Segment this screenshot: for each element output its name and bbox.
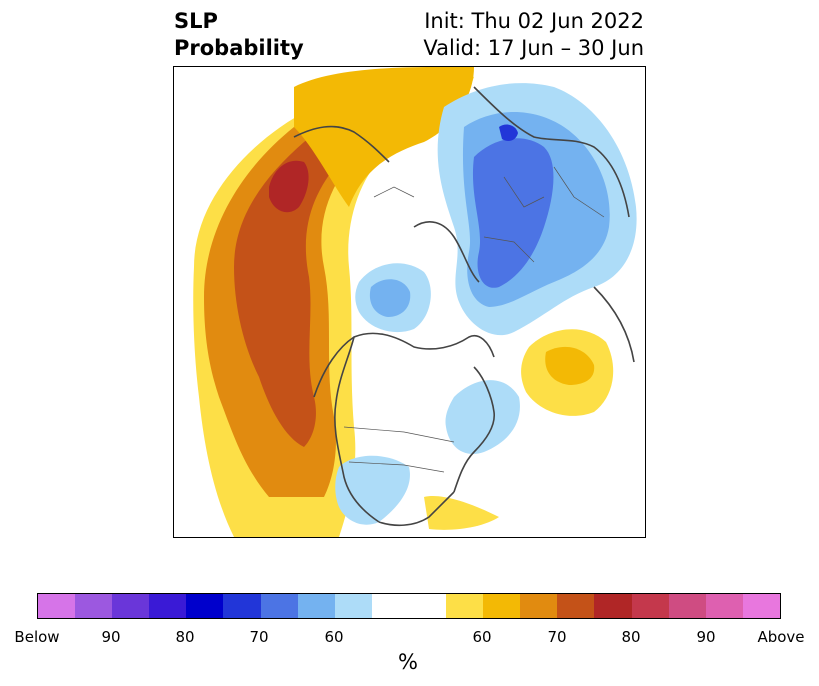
colorbar-tick-label: 60: [472, 628, 492, 646]
coastlines: [293, 86, 635, 527]
below-region-atlantic: [445, 380, 520, 455]
colorbar-tick-label: Above: [757, 628, 805, 646]
map-canvas: [193, 67, 637, 537]
colorbar-segment: [260, 594, 298, 618]
map-title: SLP Probability: [174, 8, 304, 62]
colorbar-segment: [186, 594, 224, 618]
colorbar-unit-label: %: [398, 650, 418, 674]
title-metric: Probability: [174, 36, 304, 60]
colorbar-segment: [520, 594, 558, 618]
colorbar-segment: [371, 594, 409, 618]
colorbar-tick-label: 70: [249, 628, 269, 646]
colorbar-tick-label: 70: [547, 628, 567, 646]
colorbar-segment: [112, 594, 150, 618]
below-region-us: [335, 455, 410, 525]
colorbar-segment: [334, 594, 372, 618]
colorbar-segment: [297, 594, 335, 618]
colorbar: [37, 593, 781, 619]
title-variable: SLP: [174, 9, 218, 33]
above-region-atlantic-core: [545, 346, 595, 385]
below-region-arctic-core: [369, 279, 411, 317]
colorbar-tick-label: 60: [324, 628, 344, 646]
below-region-darkest: [499, 124, 518, 141]
colorbar-segment: [631, 594, 669, 618]
colorbar-segment: [557, 594, 595, 618]
colorbar-segment: [705, 594, 743, 618]
probability-map: [173, 66, 646, 538]
colorbar-segment: [38, 594, 76, 618]
colorbar-segment: [668, 594, 706, 618]
above-region-gulf: [424, 496, 499, 530]
colorbar-segment: [594, 594, 632, 618]
colorbar-tick-label: 90: [696, 628, 716, 646]
init-date: Init: Thu 02 Jun 2022: [424, 9, 644, 33]
above-region-orange: [204, 72, 434, 497]
above-region-darkest: [269, 160, 309, 213]
colorbar-segment: [223, 594, 261, 618]
forecast-dates: Init: Thu 02 Jun 2022 Valid: 17 Jun – 30…: [423, 8, 644, 62]
valid-range: Valid: 17 Jun – 30 Jun: [423, 36, 644, 60]
colorbar-segment: [446, 594, 484, 618]
colorbar-segment: [149, 594, 187, 618]
colorbar-tick-label: 80: [621, 628, 641, 646]
below-region-dark: [472, 138, 554, 288]
colorbar-segment: [408, 594, 447, 618]
colorbar-segment: [483, 594, 521, 618]
colorbar-tick-label: Below: [14, 628, 60, 646]
country-borders: [343, 166, 605, 473]
colorbar-segment: [75, 594, 113, 618]
colorbar-tick-label: 90: [101, 628, 121, 646]
above-region-north: [294, 67, 474, 207]
colorbar-segment: [742, 594, 780, 618]
colorbar-tick-label: 80: [175, 628, 195, 646]
